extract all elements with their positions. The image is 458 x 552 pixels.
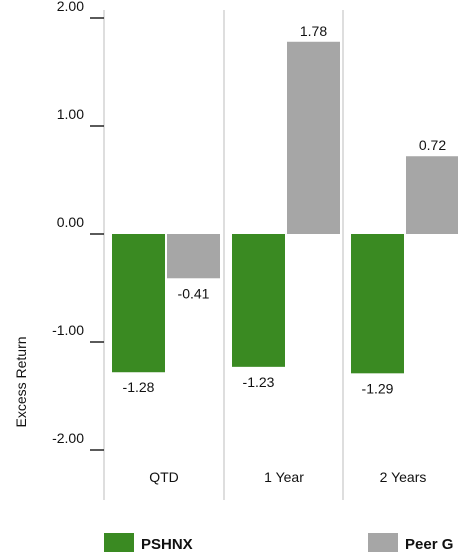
data-label: -0.41 bbox=[178, 285, 210, 301]
legend-label: Peer G bbox=[405, 536, 453, 552]
data-label: -1.28 bbox=[123, 379, 155, 395]
legend-label: PSHNX bbox=[141, 536, 193, 552]
data-label: 0.72 bbox=[419, 137, 446, 153]
y-tick-label: 2.00 bbox=[57, 0, 84, 14]
data-label: -1.29 bbox=[362, 380, 394, 396]
bar-pshnx bbox=[232, 234, 285, 367]
x-category-label: 1 Year bbox=[264, 469, 304, 485]
bar-peer-g bbox=[287, 41, 340, 235]
data-label: -1.23 bbox=[243, 374, 275, 390]
y-tick-label: 0.00 bbox=[57, 214, 84, 230]
bar-peer-g bbox=[167, 234, 220, 279]
bar-pshnx bbox=[112, 234, 165, 373]
y-axis-label: Excess Return bbox=[13, 336, 29, 427]
y-tick-label: -2.00 bbox=[52, 430, 84, 446]
legend-swatch bbox=[104, 533, 134, 552]
x-category-label: QTD bbox=[149, 469, 179, 485]
bar-peer-g bbox=[406, 156, 458, 234]
legend-swatch bbox=[368, 533, 398, 552]
y-tick-label: 1.00 bbox=[57, 106, 84, 122]
x-category-label: 2 Years bbox=[380, 469, 427, 485]
bar-pshnx bbox=[351, 234, 404, 374]
y-tick-label: -1.00 bbox=[52, 322, 84, 338]
data-label: 1.78 bbox=[300, 23, 327, 39]
